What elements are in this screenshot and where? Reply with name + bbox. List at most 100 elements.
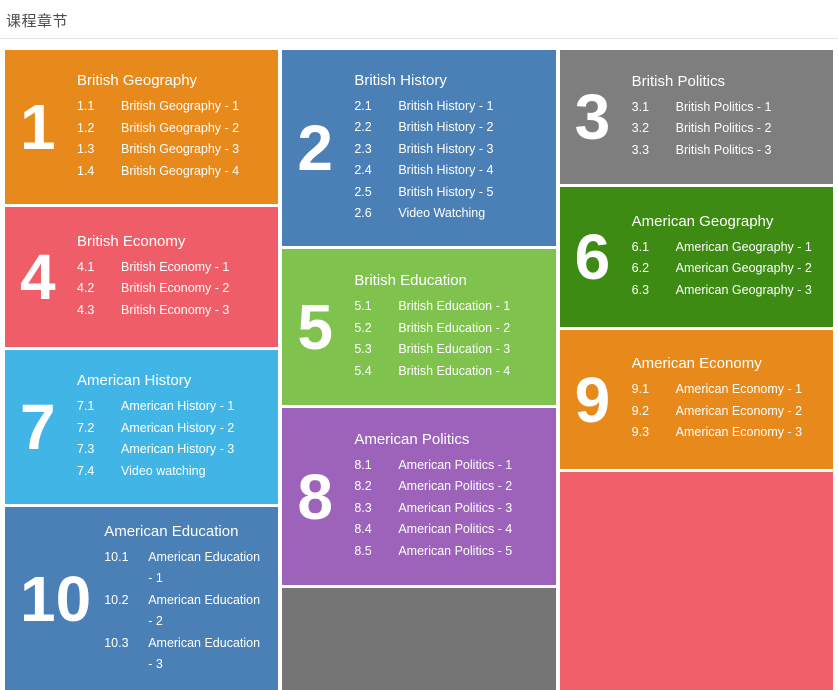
chapter-title: American Education bbox=[104, 522, 239, 540]
chapter-item[interactable]: 2.5 British History - 5 bbox=[354, 182, 541, 204]
chapter-item[interactable]: 1.1 British Geography - 1 bbox=[77, 96, 264, 118]
chapter-card[interactable]: 3 British Politics 3.1 British Politics … bbox=[559, 50, 833, 184]
chapter-item[interactable]: 7.3 American History - 3 bbox=[77, 439, 264, 461]
chapter-item[interactable]: 5.3 British Education - 3 bbox=[354, 339, 541, 361]
chapter-card[interactable]: 7 American History 7.1 American History … bbox=[5, 350, 279, 504]
page-title: 课程章节 bbox=[6, 13, 69, 30]
chapter-card[interactable]: 9 American Economy 9.1 American Economy … bbox=[559, 330, 833, 469]
chapter-item[interactable]: 2.3 British History - 3 bbox=[354, 139, 541, 161]
chapter-content: British Politics 3.1 British Politics - … bbox=[632, 73, 833, 162]
chapter-item-label: British History - 2 bbox=[398, 120, 494, 134]
chapter-content: American Politics 8.1 American Politics … bbox=[354, 431, 555, 563]
chapter-card[interactable]: 2 British History 2.1 British History - … bbox=[282, 50, 556, 246]
chapter-item-label: American Education - 3 bbox=[148, 635, 261, 672]
chapter-item[interactable]: 1.2 British Geography - 2 bbox=[77, 118, 264, 140]
chapter-item-number: 7.4 bbox=[77, 463, 95, 478]
chapter-item[interactable]: 3.1 British Politics - 1 bbox=[632, 97, 819, 119]
chapter-item-list: 7.1 American History - 1 7.2 American Hi… bbox=[77, 396, 264, 482]
chapter-card[interactable]: 10 American Education 10.1 American Educ… bbox=[5, 507, 279, 690]
chapter-item-number: 3.2 bbox=[631, 121, 650, 136]
chapter-item-number: 5.4 bbox=[354, 363, 372, 378]
chapter-item[interactable]: 8.2 American Politics - 2 bbox=[354, 476, 541, 498]
chapter-item[interactable]: 8.4 American Politics - 4 bbox=[354, 519, 541, 541]
chapter-item[interactable]: 8.3 American Politics - 3 bbox=[354, 498, 541, 520]
chapter-item[interactable]: 4.3 British Economy - 3 bbox=[77, 300, 264, 322]
chapter-item-list: 9.1 American Economy - 1 9.2 American Ec… bbox=[632, 379, 819, 444]
chapter-number: 1 bbox=[20, 91, 56, 163]
chapter-card[interactable]: 6 American Geography 6.1 American Geogra… bbox=[559, 187, 833, 327]
chapter-item[interactable]: 2.6 Video Watching bbox=[354, 203, 541, 225]
chapter-title: American Politics bbox=[354, 430, 470, 448]
chapter-item[interactable]: 10.1 American Education - 1 bbox=[104, 547, 264, 590]
chapter-item-number: 6.1 bbox=[631, 239, 650, 254]
chapter-item-label: American Education - 2 bbox=[148, 592, 261, 629]
chapter-card[interactable]: 4 British Economy 4.1 British Economy - … bbox=[5, 207, 279, 347]
chapter-item[interactable]: 7.1 American History - 1 bbox=[77, 396, 264, 418]
chapter-number: 3 bbox=[574, 81, 611, 153]
chapter-item[interactable]: 5.4 British Education - 4 bbox=[354, 361, 541, 383]
chapter-item-list: 10.1 American Education - 1 10.2 America… bbox=[104, 547, 264, 676]
chapter-item[interactable]: 9.2 American Economy - 2 bbox=[632, 401, 819, 423]
chapter-item-number: 8.2 bbox=[354, 479, 372, 494]
chapter-item[interactable]: 3.2 British Politics - 2 bbox=[632, 118, 819, 140]
chapter-item-number: 8.3 bbox=[354, 500, 372, 515]
chapter-item[interactable]: 2.1 British History - 1 bbox=[354, 96, 541, 118]
chapter-item-number: 4.1 bbox=[77, 259, 95, 274]
chapter-item[interactable]: 3.3 British Politics - 3 bbox=[632, 140, 819, 162]
chapter-card[interactable]: 8 American Politics 8.1 American Politic… bbox=[282, 408, 556, 585]
chapter-content: British History 2.1 British History - 1 … bbox=[354, 72, 555, 225]
chapter-item[interactable]: 5.2 British Education - 2 bbox=[354, 318, 541, 340]
chapter-item[interactable]: 9.3 American Economy - 3 bbox=[632, 422, 819, 444]
chapter-item-number: 8.5 bbox=[354, 543, 372, 558]
chapter-item-label: American Politics - 5 bbox=[398, 543, 513, 558]
chapter-card[interactable]: 5 British Education 5.1 British Educatio… bbox=[282, 249, 556, 405]
chapter-item-label: British Geography - 2 bbox=[121, 120, 240, 135]
chapter-item[interactable]: 6.2 American Geography - 2 bbox=[632, 258, 819, 280]
filler-tile bbox=[282, 588, 556, 690]
chapter-item-label: American Politics - 4 bbox=[398, 522, 513, 537]
chapter-item[interactable]: 7.2 American History - 2 bbox=[77, 418, 264, 440]
chapter-item[interactable]: 6.1 American Geography - 1 bbox=[632, 237, 819, 259]
chapter-item-label: American Geography - 1 bbox=[675, 239, 812, 254]
chapter-item-number: 4.2 bbox=[77, 281, 95, 296]
chapter-item-label: American Economy - 1 bbox=[675, 382, 803, 397]
chapter-column: 2 British History 2.1 British History - … bbox=[282, 50, 556, 690]
chapter-content: British Geography 1.1 British Geography … bbox=[77, 72, 278, 182]
chapter-item-label: British Economy - 1 bbox=[121, 259, 230, 274]
chapter-item-list: 3.1 British Politics - 1 3.2 British Pol… bbox=[632, 97, 819, 162]
chapter-item[interactable]: 8.1 American Politics - 1 bbox=[354, 455, 541, 477]
chapter-item-label: American Geography - 2 bbox=[675, 261, 812, 276]
chapter-item[interactable]: 6.3 American Geography - 3 bbox=[632, 280, 819, 302]
chapter-item[interactable]: 10.3 American Education - 3 bbox=[104, 633, 264, 676]
header-divider bbox=[0, 38, 838, 39]
chapter-item-list: 8.1 American Politics - 1 8.2 American P… bbox=[354, 455, 541, 563]
chapter-item[interactable]: 4.1 British Economy - 1 bbox=[77, 257, 264, 279]
chapter-item[interactable]: 9.1 American Economy - 1 bbox=[632, 379, 819, 401]
chapter-card[interactable]: 1 British Geography 1.1 British Geograph… bbox=[5, 50, 279, 204]
chapter-item-number: 2.5 bbox=[354, 184, 372, 199]
chapter-item[interactable]: 8.5 American Politics - 5 bbox=[354, 541, 541, 563]
chapter-item-label: British History - 4 bbox=[398, 163, 494, 177]
chapter-item[interactable]: 4.2 British Economy - 2 bbox=[77, 278, 264, 300]
chapter-number: 5 bbox=[297, 291, 333, 363]
chapter-number: 10 bbox=[20, 563, 92, 635]
chapter-item[interactable]: 7.4 Video watching bbox=[77, 461, 264, 483]
chapter-content: American Education 10.1 American Educati… bbox=[104, 523, 278, 676]
chapter-item[interactable]: 2.2 British History - 2 bbox=[354, 117, 541, 139]
chapter-number: 8 bbox=[297, 460, 333, 533]
chapter-item[interactable]: 1.4 British Geography - 4 bbox=[77, 161, 264, 183]
chapter-item-number: 1.3 bbox=[77, 142, 95, 156]
chapter-item[interactable]: 1.3 British Geography - 3 bbox=[77, 139, 264, 161]
chapter-number: 9 bbox=[574, 363, 611, 436]
chapter-column: 1 British Geography 1.1 British Geograph… bbox=[5, 50, 279, 690]
chapter-title: American History bbox=[77, 372, 192, 389]
chapter-item[interactable]: 10.2 American Education - 2 bbox=[104, 590, 264, 633]
chapter-number: 7 bbox=[20, 391, 56, 463]
chapter-item-number: 1.1 bbox=[77, 99, 95, 113]
chapter-item-label: British Education - 3 bbox=[398, 342, 511, 356]
chapter-item[interactable]: 5.1 British Education - 1 bbox=[354, 296, 541, 318]
chapter-item[interactable]: 2.4 British History - 4 bbox=[354, 160, 541, 182]
chapter-item-number: 9.1 bbox=[631, 382, 650, 397]
chapter-item-number: 7.2 bbox=[77, 420, 95, 435]
